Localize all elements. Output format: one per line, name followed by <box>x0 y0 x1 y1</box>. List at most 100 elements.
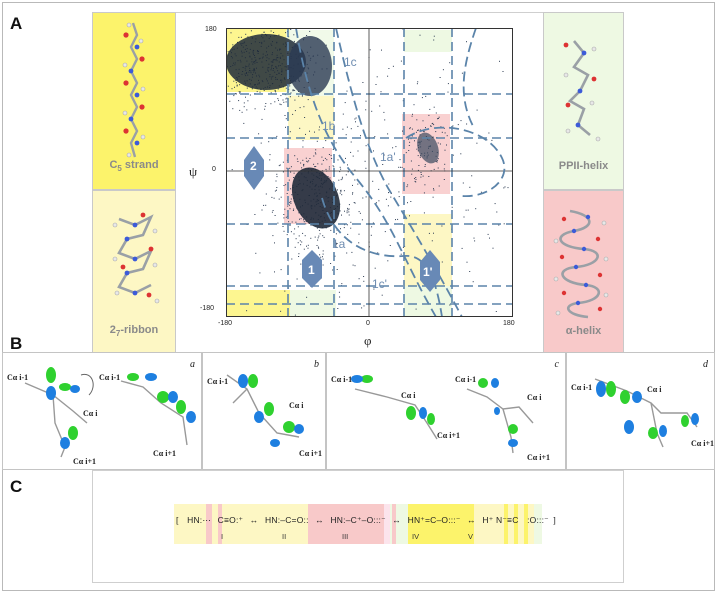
calpha-label: Cα i <box>647 385 662 394</box>
scatter-point <box>355 121 356 123</box>
scatter-point <box>289 131 291 133</box>
scatter-point <box>283 230 285 232</box>
scatter-point <box>292 210 294 211</box>
scatter-point <box>246 87 248 89</box>
scatter-point <box>243 102 245 104</box>
scatter-point <box>400 253 402 255</box>
scatter-point <box>344 102 346 104</box>
scatter-point <box>352 192 354 194</box>
scatter-point <box>325 44 327 46</box>
scatter-point <box>236 84 238 86</box>
scatter-point <box>374 136 376 138</box>
scatter-point <box>314 152 316 154</box>
scatter-point <box>286 167 288 169</box>
scatter-point <box>317 239 319 241</box>
scatter-point <box>361 307 363 309</box>
scatter-point <box>254 214 256 215</box>
panel-letter-b: B <box>10 334 23 353</box>
scatter-point <box>314 166 316 168</box>
scatter-point <box>476 142 478 144</box>
scatter-point <box>233 95 235 97</box>
scatter-point <box>319 254 321 256</box>
scatter-point <box>420 129 422 131</box>
scatter-point <box>437 118 438 120</box>
scatter-point <box>335 142 337 144</box>
scatter-point <box>232 44 234 46</box>
scatter-point <box>264 105 266 107</box>
scatter-point <box>372 222 374 224</box>
scatter-point <box>341 283 343 285</box>
scatter-point <box>330 229 332 231</box>
calpha-label: Cα i-1 <box>99 373 121 382</box>
curve-label-1a-prime: 1a' <box>380 150 396 164</box>
scatter-point <box>304 117 306 118</box>
scatter-point <box>289 167 291 169</box>
scatter-point <box>298 95 300 97</box>
scatter-point <box>343 190 345 192</box>
scatter-point <box>326 159 328 161</box>
scatter-point <box>411 173 413 175</box>
scatter-point <box>415 178 417 180</box>
scatter-point <box>451 206 453 208</box>
scatter-point <box>271 211 273 213</box>
scatter-point <box>395 219 396 221</box>
scatter-point <box>278 99 279 101</box>
scatter-point <box>299 107 301 109</box>
scatter-point <box>432 196 434 198</box>
scatter-point <box>310 237 312 239</box>
scatter-point <box>436 159 438 161</box>
scatter-point <box>333 166 335 168</box>
scatter-point <box>303 221 305 223</box>
scatter-point <box>331 158 333 159</box>
scatter-point <box>379 105 381 107</box>
calpha-label: Cα i-1 <box>571 383 593 392</box>
resonance-term: HN⁺=C–O:::⁻ <box>407 515 461 525</box>
scatter-point <box>332 269 334 271</box>
scatter-point <box>389 245 391 246</box>
scatter-point <box>284 208 286 210</box>
scatter-point <box>424 166 426 167</box>
scatter-point <box>467 209 469 211</box>
scatter-point <box>285 32 287 34</box>
scatter-point <box>322 253 324 255</box>
scatter-point <box>322 250 324 252</box>
calpha-label: Cα i <box>401 391 416 400</box>
scatter-point <box>362 197 364 199</box>
scatter-point <box>338 291 340 293</box>
scatter-point <box>357 150 359 152</box>
27-ribbon-box: 27-ribbon <box>92 190 176 354</box>
scatter-point <box>388 183 390 185</box>
scatter-point <box>405 152 407 154</box>
scatter-point <box>360 135 361 137</box>
scatter-point <box>227 85 229 87</box>
scatter-point <box>339 210 341 212</box>
scatter-point <box>332 181 334 183</box>
scatter-point <box>437 142 439 144</box>
scatter-point <box>274 89 276 91</box>
scatter-point <box>385 198 387 200</box>
scatter-point <box>397 218 399 220</box>
scatter-point <box>270 30 272 32</box>
scatter-point <box>325 168 327 170</box>
scatter-point <box>416 119 418 121</box>
scatter-point <box>358 211 360 213</box>
scatter-point <box>449 62 451 64</box>
scatter-point <box>293 233 295 235</box>
scatter-point <box>471 175 473 177</box>
scatter-point <box>401 166 403 168</box>
scatter-point <box>342 128 344 130</box>
resonance-term: C≡O:⁺ <box>217 515 244 525</box>
scatter-point <box>387 260 389 262</box>
scatter-point <box>423 212 425 214</box>
scatter-point <box>302 140 304 142</box>
y-tick-180: 180 <box>205 26 217 33</box>
scatter-point <box>350 151 352 153</box>
scatter-point <box>422 175 424 177</box>
scatter-point <box>337 308 339 309</box>
scatter-point <box>322 159 324 161</box>
scatter-point <box>416 83 418 85</box>
scatter-point <box>268 141 270 143</box>
scatter-point <box>246 109 248 111</box>
scatter-point <box>285 101 287 103</box>
scatter-point <box>406 186 408 188</box>
